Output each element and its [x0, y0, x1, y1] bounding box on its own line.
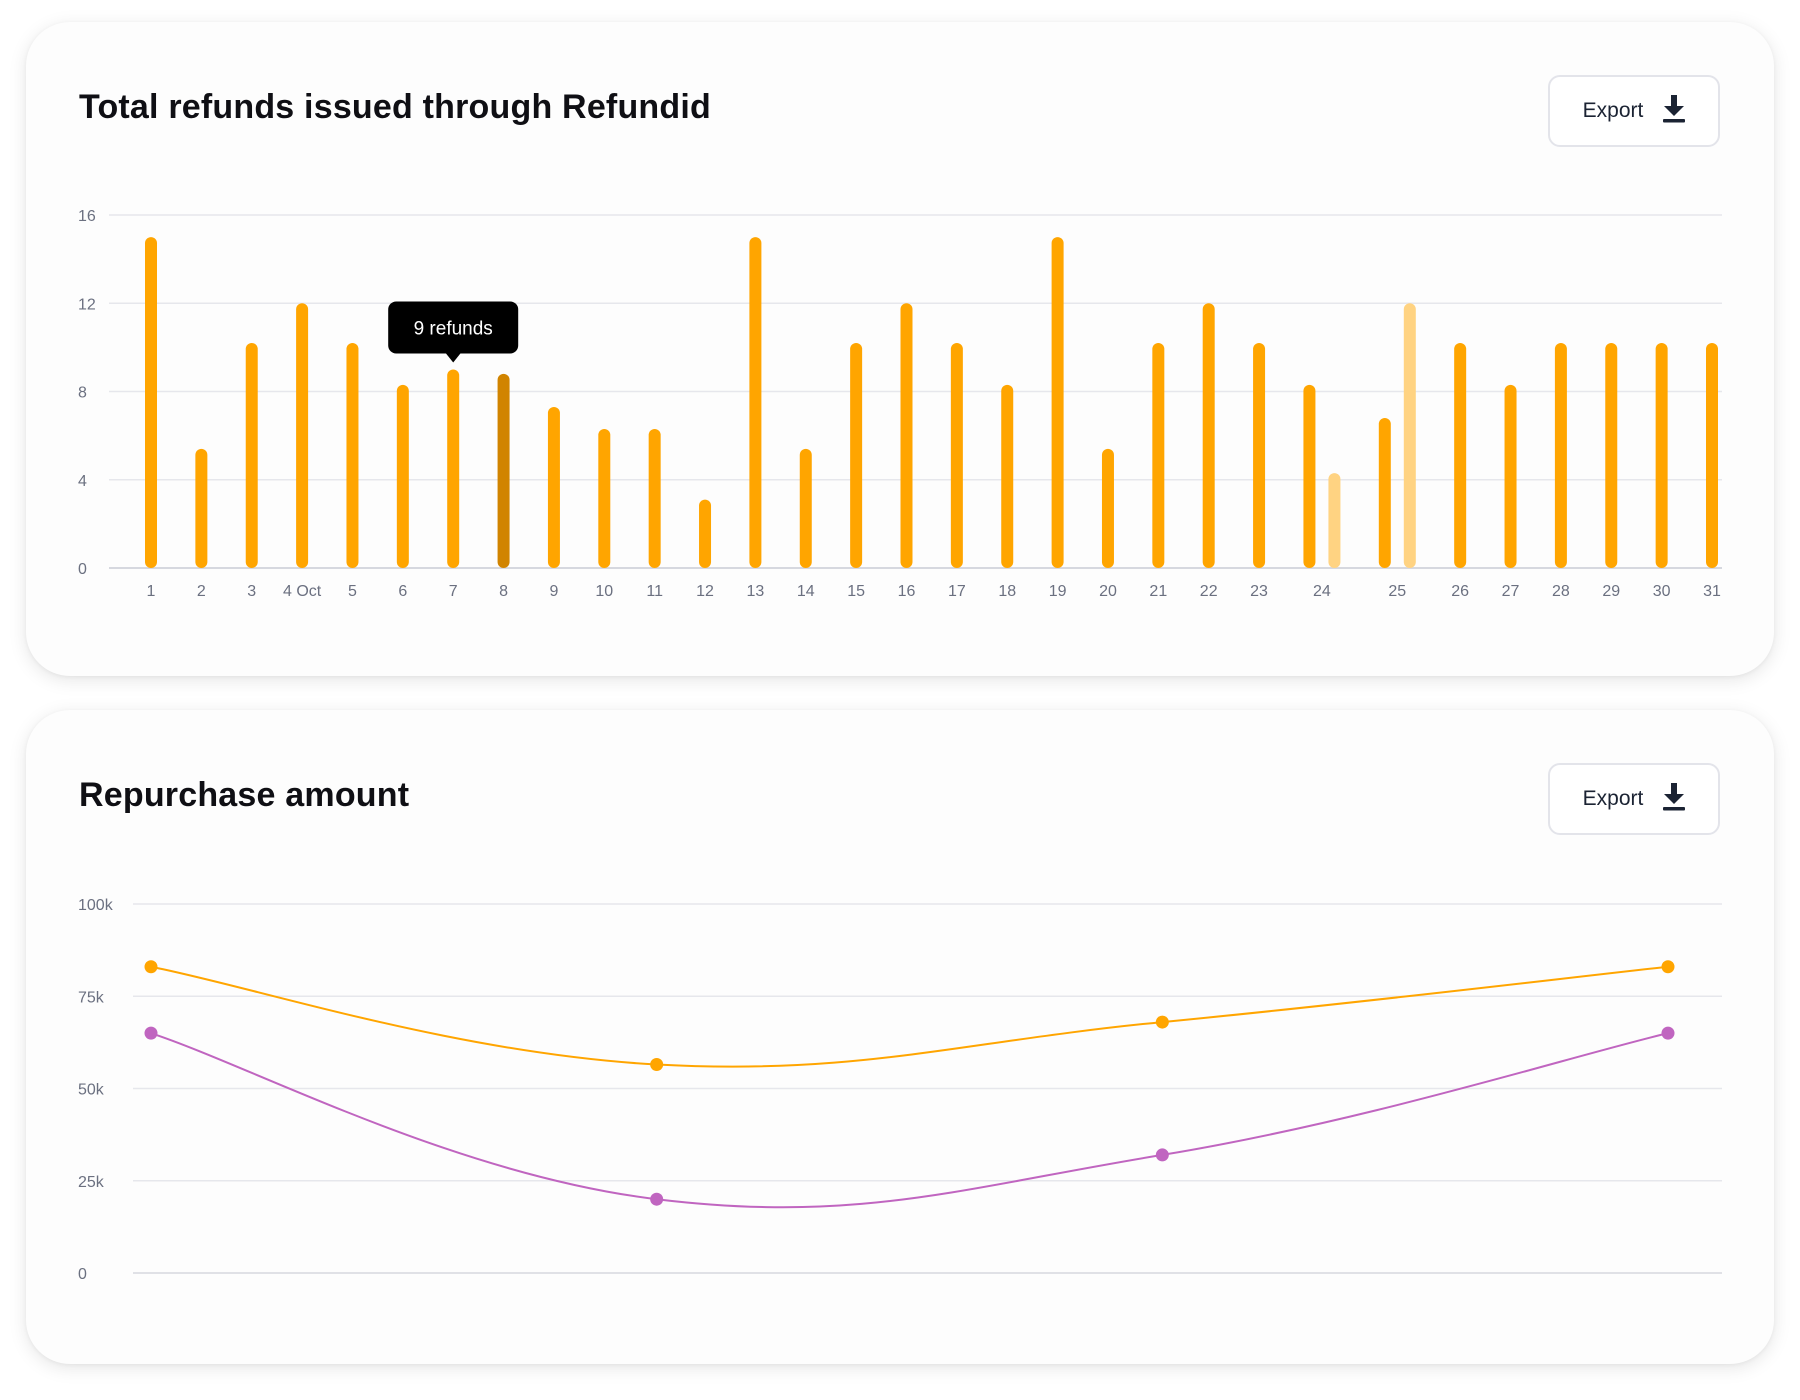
data-point	[1661, 1026, 1675, 1040]
x-tick-label: 16	[898, 583, 916, 600]
export-button-label: Export	[1582, 787, 1644, 810]
x-tick-label: 27	[1502, 583, 1520, 600]
x-tick-label: 8	[499, 583, 508, 600]
data-point	[650, 1192, 664, 1206]
x-tick-label: 4 Oct	[283, 583, 322, 600]
y-tick-label: 4	[78, 473, 87, 490]
bar	[1202, 303, 1215, 568]
bar	[1253, 342, 1266, 568]
x-tick-label: 1	[147, 583, 156, 600]
bar	[1101, 448, 1114, 568]
data-point	[1661, 960, 1675, 974]
series-line	[150, 1032, 1669, 1209]
bar	[547, 406, 560, 568]
x-tick-label: 13	[747, 583, 765, 600]
x-tick-label: 30	[1653, 583, 1671, 600]
data-point	[144, 960, 158, 974]
bar	[699, 499, 712, 568]
y-tick-label: 0	[78, 561, 87, 578]
x-tick-label: 5	[348, 583, 357, 600]
repurchase-export-button[interactable]: Export	[1548, 763, 1720, 835]
x-tick-label: 21	[1149, 583, 1167, 600]
bar	[598, 429, 611, 568]
y-tick-label: 0	[78, 1266, 87, 1283]
data-point	[1155, 1015, 1169, 1029]
data-point	[144, 1026, 158, 1040]
repurchase-card-title: Repurchase amount	[79, 776, 410, 814]
bar	[1403, 303, 1416, 568]
bar	[447, 369, 460, 568]
bar	[1051, 237, 1064, 568]
x-tick-label: 24	[1313, 583, 1331, 600]
x-tick-label: 2	[197, 583, 206, 600]
bar	[1605, 342, 1618, 568]
refunds-card-title: Total refunds issued through Refundid	[79, 88, 711, 126]
x-tick-label: 14	[797, 583, 815, 600]
x-tick-label: 22	[1200, 583, 1218, 600]
y-tick-label: 16	[78, 208, 96, 225]
x-tick-label: 26	[1451, 583, 1469, 600]
x-tick-label: 9	[549, 583, 558, 600]
tooltip-label: 9 refunds	[414, 318, 493, 339]
bar	[1328, 473, 1341, 568]
bar	[195, 448, 208, 568]
bar	[1504, 384, 1517, 568]
bar	[850, 342, 863, 568]
y-tick-label: 12	[78, 296, 96, 313]
y-tick-label: 25k	[78, 1174, 105, 1191]
bar	[145, 237, 157, 568]
x-tick-label: 18	[998, 583, 1016, 600]
repurchase-card: Repurchase amount Export 0 25k 50k 75k 100k	[26, 710, 1774, 1364]
x-tick-label: 25	[1388, 583, 1406, 600]
y-tick-label: 100k	[78, 897, 114, 914]
bar	[648, 429, 661, 568]
data-point	[650, 1058, 664, 1072]
download-icon	[1663, 94, 1686, 128]
bar	[497, 373, 510, 568]
export-button-label: Export	[1582, 99, 1644, 122]
bar	[1554, 342, 1567, 568]
x-tick-label: 17	[948, 583, 966, 600]
bar	[1378, 417, 1391, 568]
bar	[1706, 342, 1718, 568]
bar	[1152, 342, 1165, 568]
x-tick-label: 11	[646, 583, 663, 600]
bar	[396, 384, 409, 568]
download-icon	[1663, 782, 1686, 816]
bar	[245, 342, 258, 568]
bar	[1303, 384, 1316, 568]
bar	[1001, 384, 1014, 568]
x-tick-label: 19	[1049, 583, 1067, 600]
x-tick-label: 7	[449, 583, 458, 600]
y-tick-label: 8	[78, 385, 87, 402]
data-point	[1155, 1148, 1169, 1162]
x-tick-label: 29	[1602, 583, 1620, 600]
x-tick-label: 28	[1552, 583, 1570, 600]
x-tick-label: 20	[1099, 583, 1117, 600]
bar	[799, 448, 812, 568]
series-line	[150, 965, 1669, 1068]
refunds-export-button[interactable]: Export	[1548, 75, 1720, 147]
x-tick-label: 31	[1703, 583, 1721, 600]
bar	[1655, 342, 1668, 568]
tooltip-arrow	[445, 352, 462, 363]
x-tick-label: 12	[696, 583, 714, 600]
y-tick-label: 50k	[78, 1082, 105, 1099]
bar	[749, 237, 762, 568]
bar	[346, 342, 359, 568]
x-tick-label: 6	[398, 583, 407, 600]
repurchase-line-chart: 0 25k 50k 75k 100k	[78, 897, 1722, 1283]
bar	[900, 303, 913, 568]
x-tick-label: 10	[595, 583, 613, 600]
refunds-card: Total refunds issued through Refundid Ex…	[26, 22, 1774, 676]
x-tick-label: 15	[847, 583, 865, 600]
bar	[296, 303, 309, 568]
y-tick-label: 75k	[78, 989, 105, 1006]
x-tick-label: 3	[247, 583, 256, 600]
x-tick-label: 23	[1250, 583, 1268, 600]
tooltip-box	[388, 301, 519, 354]
bar	[1454, 342, 1467, 568]
bar	[950, 342, 963, 568]
